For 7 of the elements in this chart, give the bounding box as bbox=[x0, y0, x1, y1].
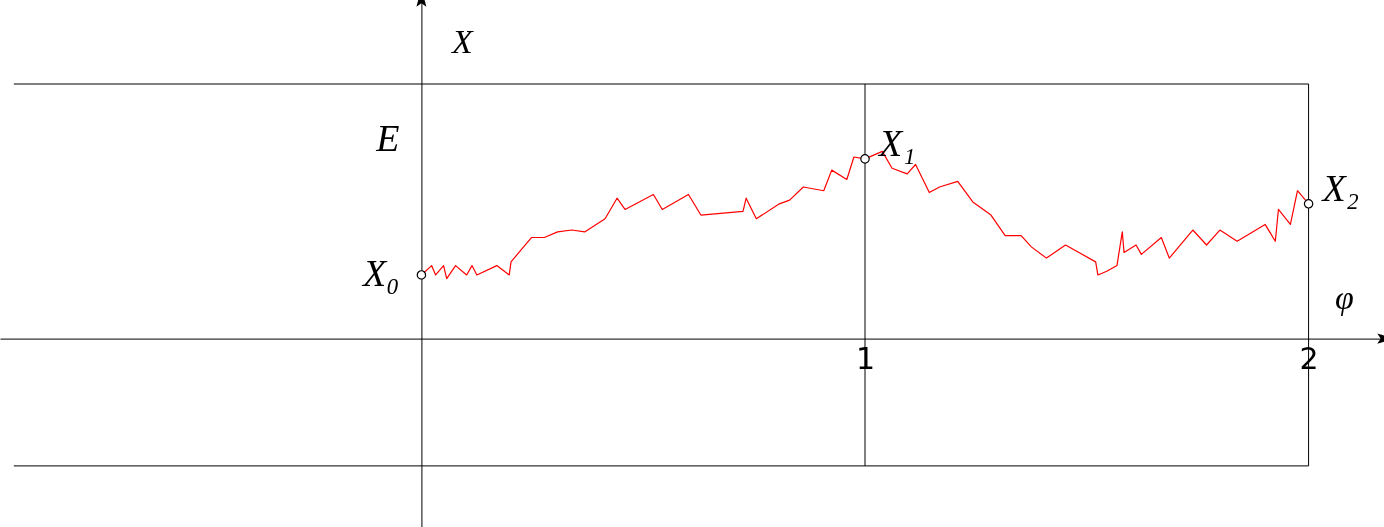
annotation: X₁ bbox=[877, 121, 916, 164]
x-axis-title: φ bbox=[1335, 279, 1354, 317]
annotation: X₀ bbox=[360, 251, 400, 294]
x-tick-label: 1 bbox=[855, 341, 876, 377]
annotation: X₂ bbox=[1320, 166, 1360, 209]
annotation: E bbox=[375, 117, 400, 159]
y-axis-title: X bbox=[449, 22, 474, 60]
